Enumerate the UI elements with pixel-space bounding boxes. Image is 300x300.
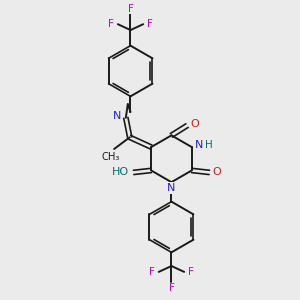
Text: F: F: [147, 19, 153, 29]
Text: F: F: [188, 267, 194, 277]
Text: O: O: [190, 119, 199, 129]
Text: HO: HO: [111, 167, 128, 177]
Text: O: O: [213, 167, 221, 177]
Text: CH₃: CH₃: [101, 152, 119, 162]
Text: N: N: [113, 111, 121, 121]
Text: F: F: [128, 4, 134, 14]
Text: F: F: [149, 267, 155, 277]
Text: N: N: [195, 140, 204, 150]
Text: F: F: [169, 284, 174, 293]
Text: F: F: [108, 19, 114, 29]
Text: H: H: [206, 140, 213, 150]
Text: N: N: [167, 183, 175, 193]
